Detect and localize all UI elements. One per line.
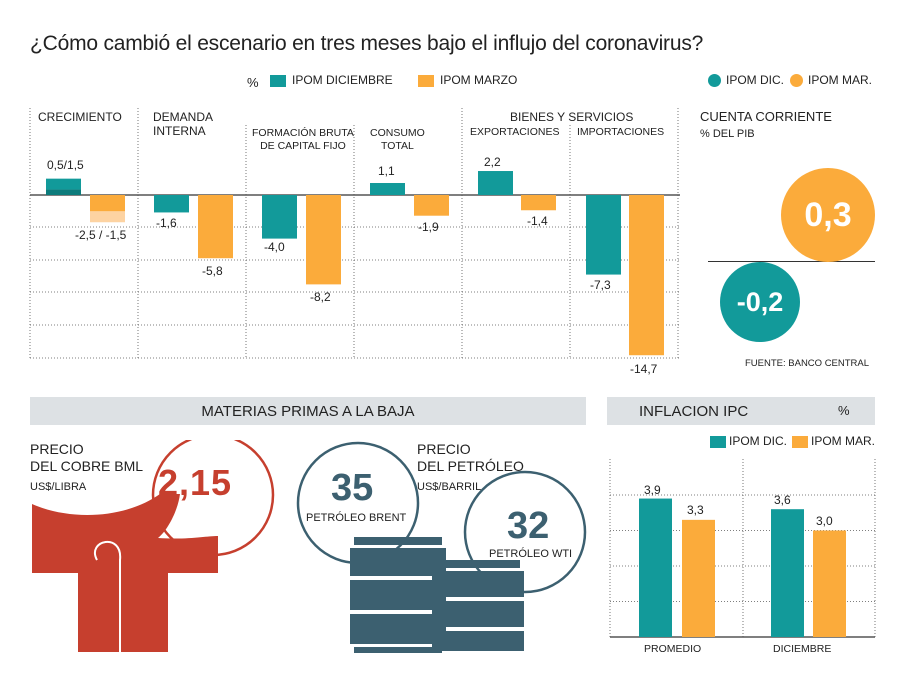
source-note: FUENTE: BANCO CENTRAL (745, 358, 870, 369)
inf-bar-dec-promedio (639, 498, 672, 637)
inf-label-dic-dec: 3,6 (774, 493, 791, 507)
cobre-outline (94, 541, 122, 652)
value-label-imp-mar: -14,7 (630, 362, 658, 376)
bar-mar-3 (414, 195, 449, 216)
bar-dec-crecimiento (46, 189, 81, 195)
bar-dec-5 (586, 195, 621, 275)
bar-dec-4 (478, 171, 513, 195)
inf-label-prom-dec: 3,9 (644, 483, 661, 497)
materias-banner: MATERIAS PRIMAS A LA BAJA (30, 397, 586, 425)
petroleo-label: PRECIO DEL PETRÓLEO (417, 441, 524, 474)
group-label-fbcf: FORMACIÓN BRUTA DE CAPITAL FIJO (252, 127, 354, 152)
cobre-shape (32, 494, 218, 652)
legend-right-dec-dot (708, 74, 721, 87)
inf-legend-dec-swatch (710, 436, 726, 448)
bar-mar-2 (306, 195, 341, 285)
brent-value: 35 (331, 467, 374, 509)
legend-right-mar-label: IPOM MAR. (808, 73, 873, 87)
inf-label-dic-mar: 3,0 (816, 514, 833, 528)
oil-illustration (296, 441, 587, 653)
bar-mar-crecimiento-range (90, 211, 125, 223)
bar-mar-crecimiento (90, 195, 125, 212)
legend-unit: % (247, 75, 259, 90)
cc-dec-bubble: -0,2 (720, 262, 800, 342)
petroleo-unit: US$/BARRIL (417, 481, 482, 493)
inf-bar-mar-promedio (682, 519, 715, 637)
copper-illustration (32, 440, 275, 652)
cc-subtitle: % DEL PIB (700, 128, 755, 140)
inf-label-prom-mar: 3,3 (687, 503, 704, 517)
value-label-exp-mar: -1,4 (527, 214, 548, 228)
group-label-bienes: BIENES Y SERVICIOS (510, 110, 634, 124)
main-bar-chart (29, 108, 680, 359)
legend-right-dec-label: IPOM DIC. (726, 73, 785, 87)
value-label-cons-dec: 1,1 (378, 164, 395, 178)
wti-label: PETRÓLEO WTI (489, 548, 573, 560)
cobre-label: PRECIO DEL COBRE BML (30, 441, 144, 474)
cc-baseline (708, 261, 875, 262)
bar-dec-crecimiento-range (46, 178, 81, 190)
cc-title: CUENTA CORRIENTE (700, 109, 832, 124)
legend-dec-swatch (270, 75, 286, 87)
legend-dec-label: IPOM DICIEMBRE (292, 73, 393, 87)
inf-legend-mar-swatch (792, 436, 808, 448)
barrel-left (350, 537, 446, 653)
group-label-consumo: CONSUMO TOTAL (370, 127, 425, 152)
bar-dec-2 (262, 195, 297, 239)
barrel-right (432, 560, 524, 651)
brent-label: PETRÓLEO BRENT (306, 512, 407, 524)
bar-mar-5 (629, 195, 664, 356)
inf-legend-mar-label: IPOM MAR. (811, 434, 876, 448)
inf-cat-diciembre: DICIEMBRE (773, 643, 832, 655)
group-label-importaciones: IMPORTACIONES (577, 126, 665, 138)
bar-dec-3 (370, 183, 405, 195)
inflacion-banner: INFLACION IPC (607, 397, 875, 425)
cobre-unit: US$/LIBRA (30, 481, 87, 493)
value-label-exp-dec: 2,2 (484, 155, 501, 169)
value-label-crec-mar: -2,5 / -1,5 (75, 228, 127, 242)
group-label-demanda: DEMANDA INTERNA (153, 110, 214, 138)
inf-legend-dec-label: IPOM DIC. (729, 434, 788, 448)
bar-mar-4 (521, 195, 556, 211)
wti-value: 32 (507, 505, 550, 547)
value-label-dem-mar: -5,8 (202, 264, 223, 278)
value-label-imp-dec: -7,3 (590, 278, 611, 292)
value-label-fbcf-dec: -4,0 (264, 240, 285, 254)
cc-mar-value: 0,3 (804, 195, 852, 234)
inf-cat-promedio: PROMEDIO (644, 643, 702, 655)
legend-mar-swatch (418, 75, 434, 87)
legend-right-mar-dot (790, 74, 803, 87)
cc-dec-value: -0,2 (736, 286, 784, 317)
value-label-fbcf-mar: -8,2 (310, 290, 331, 304)
bar-dec-1 (154, 195, 189, 213)
page-title: ¿Cómo cambió el escenario en tres meses … (30, 32, 704, 55)
value-label-cons-mar: -1,9 (418, 220, 439, 234)
legend-mar-label: IPOM MARZO (440, 73, 518, 87)
value-label-crec-dec: 0,5/1,5 (47, 158, 84, 172)
inf-bar-mar-diciembre (813, 530, 846, 637)
value-label-dem-dec: -1,6 (156, 216, 177, 230)
inflation-bar-chart (609, 459, 876, 638)
cobre-value: 2,15 (158, 462, 233, 503)
inflacion-unit: % (838, 403, 850, 418)
cc-mar-bubble: 0,3 (781, 168, 875, 262)
inf-bar-dec-diciembre (771, 509, 804, 637)
group-label-crecimiento: CRECIMIENTO (38, 110, 122, 124)
bar-mar-1 (198, 195, 233, 259)
group-label-exportaciones: EXPORTACIONES (470, 126, 560, 138)
inflacion-title: INFLACION IPC (639, 402, 749, 420)
